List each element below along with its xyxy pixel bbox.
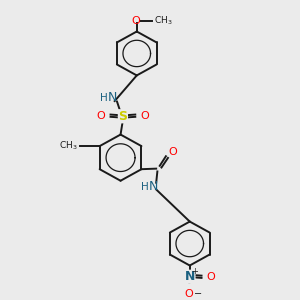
Text: O: O [97, 111, 105, 121]
Text: O: O [141, 111, 149, 121]
Text: −: − [194, 289, 202, 299]
Text: H: H [100, 93, 108, 103]
Text: O: O [169, 147, 177, 157]
Text: O: O [207, 272, 216, 282]
Text: O: O [132, 16, 140, 26]
Text: H: H [141, 182, 149, 192]
Text: N: N [108, 91, 117, 104]
Text: +: + [191, 267, 198, 276]
Text: S: S [118, 110, 127, 123]
Text: CH$_3$: CH$_3$ [154, 14, 173, 27]
Text: O: O [184, 289, 193, 299]
Text: N: N [184, 270, 195, 283]
Text: N: N [149, 180, 158, 193]
Text: CH$_3$: CH$_3$ [59, 139, 78, 152]
